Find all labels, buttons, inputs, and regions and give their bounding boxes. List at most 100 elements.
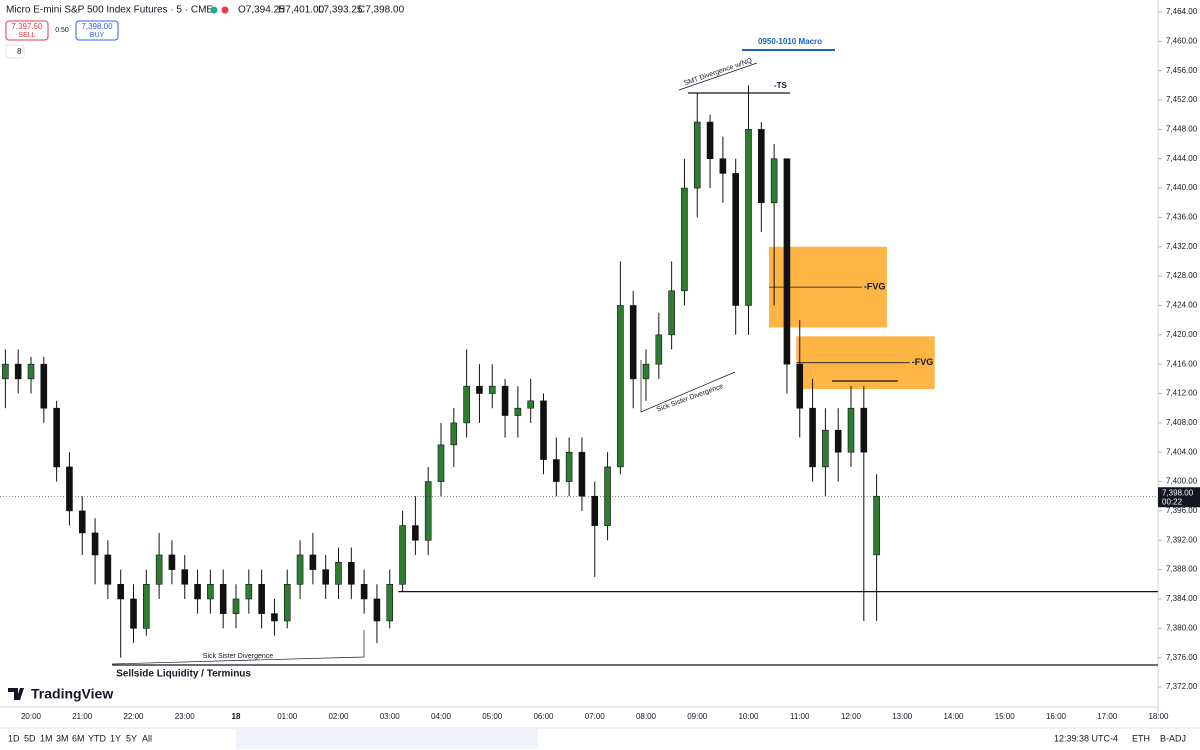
range-button[interactable]: All — [142, 733, 152, 743]
time-tick-label: 14:00 — [943, 712, 964, 721]
candle-body — [706, 121, 714, 160]
price-tick-label: 7,376.00 — [1166, 653, 1198, 662]
candle-body — [822, 429, 829, 468]
price-tick-label: 7,432.00 — [1166, 242, 1198, 251]
price-tick-label: 7,448.00 — [1166, 125, 1198, 134]
candle-body — [758, 129, 765, 204]
time-tick-label: 09:00 — [687, 712, 708, 721]
candle-body — [437, 444, 445, 482]
time-tick-label: 18 — [232, 712, 241, 721]
candle-body — [463, 385, 470, 424]
range-button[interactable]: 1M — [40, 733, 53, 743]
candle-body — [847, 407, 855, 453]
drawing-toolbar — [236, 729, 538, 749]
time-tick-label: 22:00 — [123, 712, 144, 721]
candle-body — [78, 510, 86, 534]
candle-body — [155, 554, 163, 585]
candle-body — [834, 429, 842, 453]
candle-body — [527, 400, 534, 409]
sell-price: 7,397.50 — [11, 22, 43, 31]
level-label: Sellside Liquidity / Terminus — [116, 669, 251, 680]
candle-body — [860, 407, 868, 453]
candle-body — [296, 554, 304, 585]
candle-body — [53, 407, 60, 468]
annotation-line — [678, 62, 758, 91]
price-tick-label: 7,412.00 — [1166, 389, 1198, 398]
symbol: Micro E-mini S&P 500 Index Futures · 5 ·… — [6, 5, 213, 16]
time-tick-label: 21:00 — [72, 712, 93, 721]
time-tick-label: 01:00 — [277, 712, 298, 721]
price-tick-label: 7,380.00 — [1166, 623, 1198, 632]
candle-body — [322, 569, 329, 585]
time-tick-label: 04:00 — [431, 712, 452, 721]
buy-price: 7,398.00 — [81, 22, 113, 31]
range-button[interactable]: 6M — [72, 733, 85, 743]
candle-body — [642, 363, 650, 380]
ohlc-value: C7,398.00 — [358, 5, 405, 16]
sell-button[interactable] — [5, 20, 49, 41]
annotation-line — [640, 360, 736, 413]
annotation: Sick Sister Divergence — [203, 653, 274, 660]
candle-body — [207, 583, 214, 600]
candle-body — [732, 173, 739, 306]
price-tick-label: 7,444.00 — [1166, 154, 1198, 163]
candle-body — [604, 466, 611, 526]
candle-body — [283, 583, 291, 622]
price-tick-label: 7,396.00 — [1166, 506, 1198, 515]
range-button[interactable]: 1D — [8, 733, 20, 743]
candle-body — [66, 466, 73, 512]
annotation: 0950-1010 Macro — [758, 37, 822, 46]
indicator-toggle[interactable] — [5, 44, 25, 59]
range-button[interactable]: 5D — [24, 733, 36, 743]
spread: 0.50 — [55, 27, 69, 34]
candle-body — [681, 187, 688, 292]
price-tick-label: 7,388.00 — [1166, 565, 1198, 574]
candle-body — [40, 363, 48, 409]
fvg-label: -FVG — [912, 357, 934, 367]
candle-body — [629, 305, 637, 380]
candle-body — [540, 400, 547, 460]
candle-body — [399, 525, 406, 585]
candle-body — [309, 554, 317, 570]
range-button[interactable]: 1Y — [110, 733, 121, 743]
adjust: B-ADJ — [1160, 733, 1186, 743]
sell-label: SELL — [18, 32, 35, 39]
candle-body — [693, 121, 701, 189]
candle-body — [168, 554, 176, 570]
fvg-label: -FVG — [864, 282, 886, 292]
time-tick-label: 07:00 — [585, 712, 606, 721]
candle-body — [783, 158, 791, 365]
candle-body — [668, 290, 675, 336]
candle-body — [14, 363, 22, 380]
status-dot — [221, 6, 229, 14]
candle-body — [617, 305, 624, 468]
candle-body — [591, 495, 599, 526]
time-tick-label: 12:00 — [841, 712, 862, 721]
range-button[interactable]: 3M — [56, 733, 69, 743]
price-tick-label: 7,456.00 — [1166, 66, 1198, 75]
buy-button[interactable] — [75, 20, 119, 41]
price-tick-label: 7,372.00 — [1166, 682, 1198, 691]
candle-body — [450, 422, 458, 446]
candle-body — [117, 583, 124, 600]
time-tick-label: 11:00 — [790, 712, 810, 721]
price-tick-label: 7,428.00 — [1166, 271, 1198, 280]
price-tick-label: 7,408.00 — [1166, 418, 1198, 427]
time-tick-label: 15:00 — [995, 712, 1016, 721]
time-tick-label: 20:00 — [21, 712, 42, 721]
annotation: Sick Sister Divergence — [656, 383, 725, 414]
candle-body — [219, 583, 227, 614]
candle-body — [873, 495, 880, 556]
time-tick-label: 13:00 — [892, 712, 913, 721]
range-button[interactable]: 5Y — [126, 733, 137, 743]
price-tick-label: 7,420.00 — [1166, 330, 1198, 339]
range-button[interactable]: YTD — [88, 733, 107, 743]
candle-body — [514, 407, 522, 416]
candle-body — [335, 561, 342, 585]
candle-body — [348, 561, 355, 585]
annotation: SMT Divergence w/NQ — [683, 57, 753, 87]
indicator-count: 8 — [17, 47, 22, 56]
price-tick-label: 7,416.00 — [1166, 359, 1198, 368]
ohlc-value: O7,394.25 — [238, 5, 285, 16]
